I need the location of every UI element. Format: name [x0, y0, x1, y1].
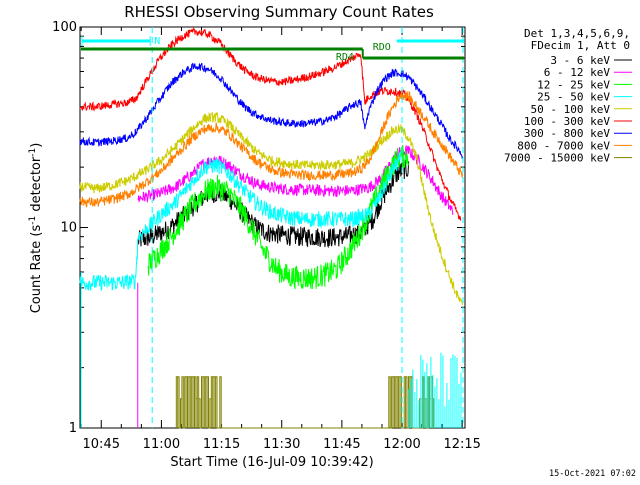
legend-entry-label: 100 - 300 keV [524, 115, 610, 128]
x-tick-label: 11:45 [323, 437, 360, 452]
x-tick-label: 11:30 [263, 437, 300, 452]
series-800-7000keV [79, 90, 464, 208]
y-axis-label-sup2: -1 [28, 148, 38, 157]
x-tick-labels: 10:45 11:00 11:15 11:30 11:45 12:00 12:15 [83, 437, 481, 452]
x-tick-label: 11:15 [203, 437, 240, 452]
legend-entry-label: 25 - 50 keV [537, 91, 610, 104]
legend-entry-label: 12 - 25 keV [537, 78, 610, 91]
y-tick-label: 10 [60, 221, 77, 236]
legend-entry-label: 6 - 12 keV [544, 66, 611, 79]
legend-header-line1: Det 1,3,4,5,6,9, [524, 27, 630, 40]
y-axis-label-part3: ) [29, 143, 44, 148]
series-line [79, 26, 462, 221]
series-line [79, 111, 464, 305]
y-tick-label: 1 [69, 421, 77, 436]
series-edge-artifacts [80, 271, 462, 428]
series-100-300keV [79, 26, 462, 221]
series-25-50keV [79, 151, 401, 291]
x-tick-label: 12:15 [443, 437, 480, 452]
legend-entry-label: 50 - 100 keV [531, 103, 611, 116]
series-300-800keV [79, 62, 464, 160]
y-axis-label-part1: Count Rate (s [29, 225, 44, 314]
night-label: N [154, 36, 160, 47]
series-line [79, 151, 401, 291]
series-50-100keV [79, 111, 464, 305]
series-layer [79, 26, 464, 429]
rd4-label: RD4 [336, 52, 354, 63]
series-line [79, 62, 464, 160]
legend-entry-label: 300 - 800 keV [524, 127, 610, 140]
legend: Det 1,3,4,5,6,9, FDecim 1, Att 0 3 - 6 k… [504, 27, 632, 165]
legend-entry-label: 7000 - 15000 keV [504, 152, 610, 165]
series-12-25keV [147, 145, 409, 290]
y-axis-label: Count Rate (s-1 detector-1) [28, 143, 44, 314]
legend-entry-label: 3 - 6 keV [550, 54, 610, 67]
legend-header-line2: FDecim 1, Att 0 [531, 39, 630, 52]
series-line [79, 90, 464, 208]
series-line [147, 145, 409, 290]
y-tick-label: 100 [52, 20, 77, 35]
x-tick-label: 10:45 [83, 437, 120, 452]
x-tick-label: 11:00 [143, 437, 180, 452]
rdo-label: RDO [373, 42, 391, 53]
y-axis-label-part2: detector [29, 156, 44, 216]
y-axis-label-sup1: -1 [28, 216, 38, 225]
x-tick-label: 12:00 [383, 437, 420, 452]
annotation-layer: N RDO RD4 [81, 27, 464, 428]
series-7000-15000keV [175, 376, 435, 429]
y-tick-labels: 1 10 100 [52, 20, 77, 436]
series-line [175, 376, 435, 429]
chart-title: RHESSI Observing Summary Count Rates [124, 3, 434, 21]
footer-timestamp: 15-Oct-2021 07:02 [549, 469, 636, 479]
legend-entry-label: 800 - 7000 keV [517, 139, 610, 152]
x-axis-label: Start Time (16-Jul-09 10:39:42) [170, 455, 373, 470]
